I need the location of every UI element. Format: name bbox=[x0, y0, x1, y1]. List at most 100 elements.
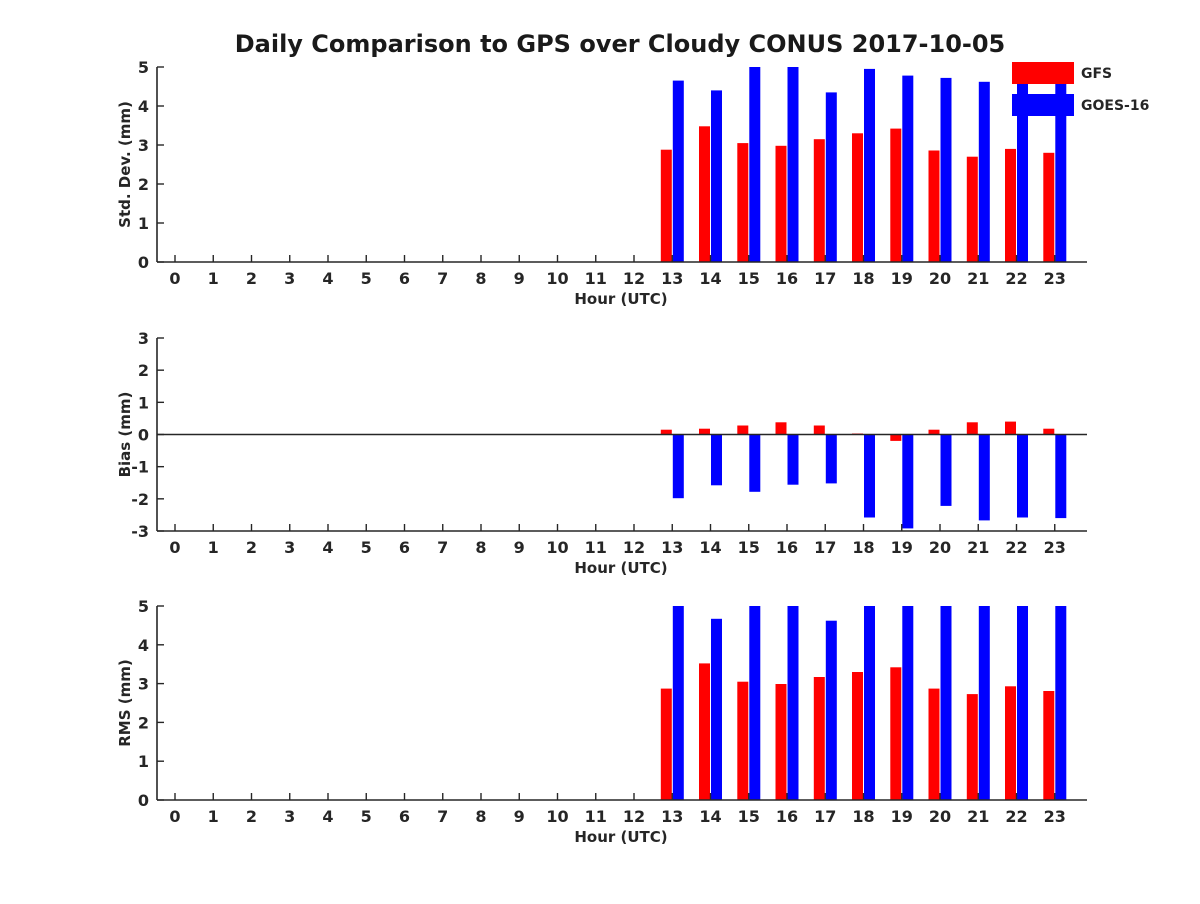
rms-xtick-label: 2 bbox=[246, 807, 257, 826]
rms-xtick-label: 15 bbox=[738, 807, 760, 826]
rms-xlabel: Hour (UTC) bbox=[574, 828, 667, 846]
bias-ytick-label: 2 bbox=[138, 361, 149, 380]
stddev-ylabel: Std. Dev. (mm) bbox=[116, 101, 134, 228]
stddev-bar-gfs-19 bbox=[890, 128, 902, 262]
bias-bar-gfs-23 bbox=[1043, 428, 1055, 435]
bias-bar-goes-16-14 bbox=[711, 434, 722, 486]
rms-bar-goes-16-18 bbox=[864, 606, 875, 800]
stddev-bar-goes-16-13 bbox=[672, 80, 684, 262]
rms-xtick-label: 18 bbox=[852, 807, 874, 826]
stddev-bar-gfs-13 bbox=[660, 149, 672, 262]
stddev-bar-goes-16-16 bbox=[787, 67, 799, 262]
rms-xtick-label: 23 bbox=[1044, 807, 1066, 826]
rms-ytick-label: 4 bbox=[138, 636, 149, 655]
bias-xtick-label: 11 bbox=[585, 538, 607, 557]
bias-bar-goes-16-16 bbox=[787, 434, 799, 485]
stddev-xtick-label: 10 bbox=[546, 269, 568, 288]
rms-bar-gfs-20 bbox=[928, 688, 940, 800]
bias-xtick-label: 23 bbox=[1044, 538, 1066, 557]
stddev-bar-gfs-15 bbox=[737, 143, 749, 262]
stddev-xtick-label: 18 bbox=[852, 269, 874, 288]
rms-bar-goes-16-19 bbox=[902, 606, 914, 800]
bias-xtick-label: 5 bbox=[361, 538, 372, 557]
rms-xtick-label: 6 bbox=[399, 807, 410, 826]
rms-bar-goes-16-13 bbox=[672, 606, 684, 800]
stddev-bar-goes-16-19 bbox=[902, 75, 914, 262]
rms-bar-gfs-16 bbox=[775, 684, 787, 800]
bias-bar-goes-16-18 bbox=[864, 434, 875, 518]
bias-ytick-label: -3 bbox=[131, 522, 149, 541]
stddev-xtick-label: 9 bbox=[514, 269, 525, 288]
stddev-xtick-label: 20 bbox=[929, 269, 951, 288]
legend-label-gfs: GFS bbox=[1081, 66, 1112, 82]
bias-bar-gfs-13 bbox=[660, 429, 672, 435]
stddev-bar-goes-16-17 bbox=[825, 92, 837, 263]
rms-xtick-label: 12 bbox=[623, 807, 645, 826]
stddev-xtick-label: 15 bbox=[738, 269, 760, 288]
chart-title: Daily Comparison to GPS over Cloudy CONU… bbox=[234, 30, 1006, 58]
rms-xtick-label: 21 bbox=[967, 807, 989, 826]
rms-xtick-label: 9 bbox=[514, 807, 525, 826]
stddev-xtick-label: 14 bbox=[699, 269, 721, 288]
stddev-xtick-label: 7 bbox=[437, 269, 448, 288]
bias-bar-goes-16-13 bbox=[672, 434, 684, 499]
bias-bar-gfs-19 bbox=[890, 434, 902, 441]
rms-bar-goes-16-22 bbox=[1017, 606, 1028, 800]
rms-bar-gfs-19 bbox=[890, 667, 902, 800]
stddev-xtick-label: 16 bbox=[776, 269, 798, 288]
stddev-xtick-label: 3 bbox=[284, 269, 295, 288]
stddev-bar-goes-16-14 bbox=[711, 90, 722, 263]
bias-xtick-label: 19 bbox=[891, 538, 913, 557]
stddev-bar-gfs-21 bbox=[966, 156, 978, 262]
stddev-bar-gfs-16 bbox=[775, 145, 787, 262]
rms-xtick-label: 22 bbox=[1005, 807, 1027, 826]
rms-xtick-label: 13 bbox=[661, 807, 683, 826]
rms-xtick-label: 17 bbox=[814, 807, 836, 826]
rms-xtick-label: 7 bbox=[437, 807, 448, 826]
stddev-xtick-label: 11 bbox=[585, 269, 607, 288]
stddev-xtick-label: 4 bbox=[322, 269, 333, 288]
stddev-ytick-label: 1 bbox=[138, 214, 149, 233]
bias-bar-goes-16-20 bbox=[940, 434, 952, 506]
rms-ytick-label: 3 bbox=[138, 675, 149, 694]
bias-xtick-label: 6 bbox=[399, 538, 410, 557]
bias-bar-gfs-20 bbox=[928, 429, 940, 435]
bias-xtick-label: 4 bbox=[322, 538, 333, 557]
bias-ytick-label: 0 bbox=[138, 426, 149, 445]
rms-bar-goes-16-15 bbox=[749, 606, 761, 800]
stddev-xtick-label: 21 bbox=[967, 269, 989, 288]
rms-ylabel: RMS (mm) bbox=[116, 659, 134, 746]
rms-ytick-label: 1 bbox=[138, 752, 149, 771]
rms-bar-gfs-18 bbox=[852, 672, 863, 800]
bias-xtick-label: 9 bbox=[514, 538, 525, 557]
bias-xtick-label: 22 bbox=[1005, 538, 1027, 557]
bias-xtick-label: 15 bbox=[738, 538, 760, 557]
stddev-xtick-label: 1 bbox=[208, 269, 219, 288]
rms-ytick-label: 2 bbox=[138, 713, 149, 732]
bias-xtick-label: 8 bbox=[475, 538, 486, 557]
bias-bar-gfs-17 bbox=[813, 425, 825, 435]
rms-xtick-label: 5 bbox=[361, 807, 372, 826]
stddev-xtick-label: 12 bbox=[623, 269, 645, 288]
rms-bar-gfs-13 bbox=[660, 688, 672, 800]
stddev-xtick-label: 22 bbox=[1005, 269, 1027, 288]
rms-xtick-label: 0 bbox=[169, 807, 180, 826]
stddev-ytick-label: 5 bbox=[138, 58, 149, 77]
bias-xlabel: Hour (UTC) bbox=[574, 559, 667, 577]
stddev-xlabel: Hour (UTC) bbox=[574, 290, 667, 308]
bias-ytick-label: -1 bbox=[131, 458, 149, 477]
bias-bar-gfs-16 bbox=[775, 422, 787, 435]
bias-xtick-label: 18 bbox=[852, 538, 874, 557]
bias-xtick-label: 13 bbox=[661, 538, 683, 557]
rms-bar-gfs-21 bbox=[966, 694, 978, 800]
rms-xtick-label: 8 bbox=[475, 807, 486, 826]
bias-xtick-label: 17 bbox=[814, 538, 836, 557]
bias-xtick-label: 0 bbox=[169, 538, 180, 557]
bias-bar-goes-16-23 bbox=[1055, 434, 1067, 519]
stddev-xtick-label: 23 bbox=[1044, 269, 1066, 288]
stddev-xtick-label: 2 bbox=[246, 269, 257, 288]
bias-ylabel: Bias (mm) bbox=[116, 392, 134, 478]
bias-xtick-label: 7 bbox=[437, 538, 448, 557]
bias-xtick-label: 1 bbox=[208, 538, 219, 557]
